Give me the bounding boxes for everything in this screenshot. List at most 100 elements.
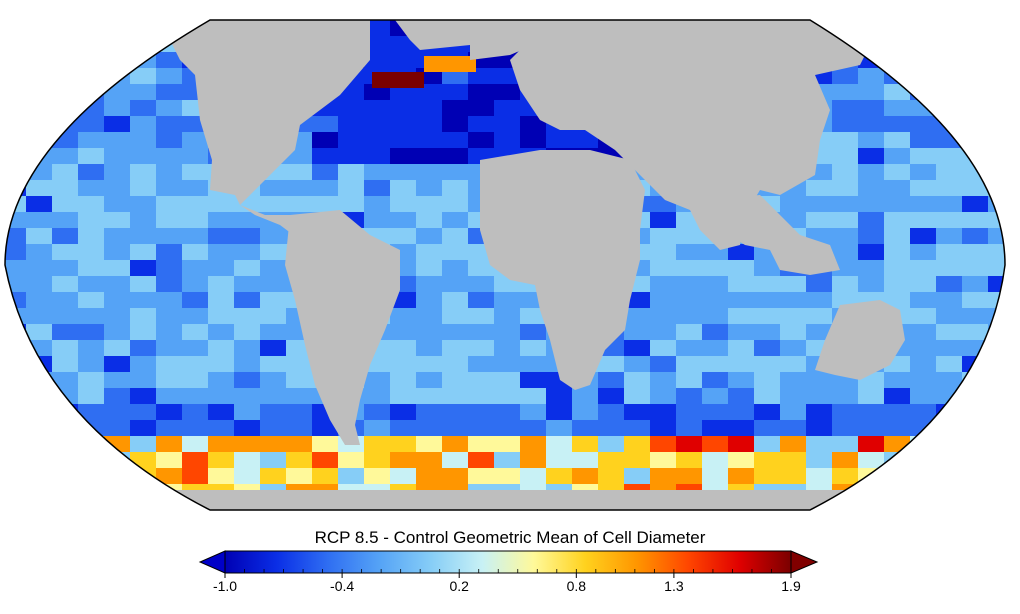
ocean-cell [910,372,937,389]
ocean-cell [312,148,339,165]
ocean-cell [208,292,235,309]
ocean-cell [754,436,781,453]
ocean-cell [442,196,469,213]
ocean-cell [962,132,989,149]
ocean-cell [338,116,365,133]
ocean-cell [1014,388,1020,405]
ocean-cell [494,372,521,389]
ocean-cell [78,500,105,510]
ocean-cell [156,356,183,373]
ocean-cell [312,436,339,453]
ocean-cell [624,372,651,389]
ocean-cell [234,372,261,389]
ocean-cell [988,244,1005,261]
ocean-cell [156,116,183,133]
ocean-cell [26,68,53,85]
ocean-cell [1014,100,1020,117]
ocean-cell [104,132,131,149]
ocean-cell [858,468,885,485]
ocean-cell [182,372,209,389]
ocean-cell [936,84,963,101]
ocean-cell [260,228,287,245]
ocean-cell [312,196,339,213]
ocean-cell [702,356,729,373]
ocean-cell [754,324,781,341]
ocean-cell [26,260,53,277]
ocean-cell [754,260,781,277]
ocean-cell [104,292,131,309]
ocean-cell [1014,212,1020,229]
ocean-cell [52,372,79,389]
ocean-cell [390,212,417,229]
ocean-cell [442,324,469,341]
ocean-cell [468,84,495,101]
ocean-cell [390,148,417,165]
ocean-cell [442,228,469,245]
ocean-cell [754,340,781,357]
ocean-cell [338,180,365,197]
ocean-cell [1014,420,1020,437]
ocean-cell [910,260,937,277]
ocean-cell [884,228,911,245]
ocean-cell [390,468,417,485]
ocean-cell [78,436,105,453]
ocean-cell [676,468,703,485]
ocean-cell [962,244,989,261]
ocean-cell [962,20,989,37]
ocean-cell [442,404,469,421]
ocean-cell [572,420,599,437]
ocean-cell [936,452,963,469]
ocean-cell [832,420,859,437]
ocean-cell [104,212,131,229]
ocean-cell [130,116,157,133]
ocean-cell [988,36,1005,53]
ocean-cell [442,468,469,485]
ocean-cell [520,468,547,485]
ocean-cell [156,100,183,117]
ocean-cell [676,292,703,309]
ocean-cell [806,292,833,309]
ocean-cell [26,388,53,405]
ocean-cell [182,452,209,469]
ocean-cell [26,292,53,309]
ocean-cell [260,436,287,453]
colorbar-tick-label: 0.8 [566,578,587,594]
ocean-cell [52,228,79,245]
ocean-cell [52,180,79,197]
ocean-cell [104,484,131,501]
ocean-cell [104,100,131,117]
ocean-cell [26,468,53,485]
ocean-cell [910,244,937,261]
ocean-cell [78,308,105,325]
ocean-cell [754,452,781,469]
ocean-cell [78,324,105,341]
ocean-cell [806,308,833,325]
ocean-cell [936,276,963,293]
ocean-cell [52,292,79,309]
ocean-cell [424,56,450,72]
ocean-cell [702,388,729,405]
ocean-cell [858,244,885,261]
ocean-cell [104,36,131,53]
ocean-cell [832,276,859,293]
ocean-cell [884,500,911,510]
ocean-cell [884,84,911,101]
ocean-cell [390,52,417,69]
ocean-cell [5,196,27,213]
ocean-cell [5,420,27,437]
ocean-cell [884,372,911,389]
ocean-cell [572,452,599,469]
ocean-cell [468,340,495,357]
ocean-cell [650,452,677,469]
colorbar-tick-label: 1.3 [664,578,684,594]
land-eurasia [510,20,870,250]
ocean-cell [364,468,391,485]
ocean-cell [1014,308,1020,325]
ocean-cell [832,68,859,85]
ocean-cell [468,276,495,293]
ocean-cell [650,468,677,485]
ocean-cell [546,132,573,149]
ocean-cell [468,436,495,453]
ocean-cell [312,420,339,437]
ocean-cell [416,308,443,325]
